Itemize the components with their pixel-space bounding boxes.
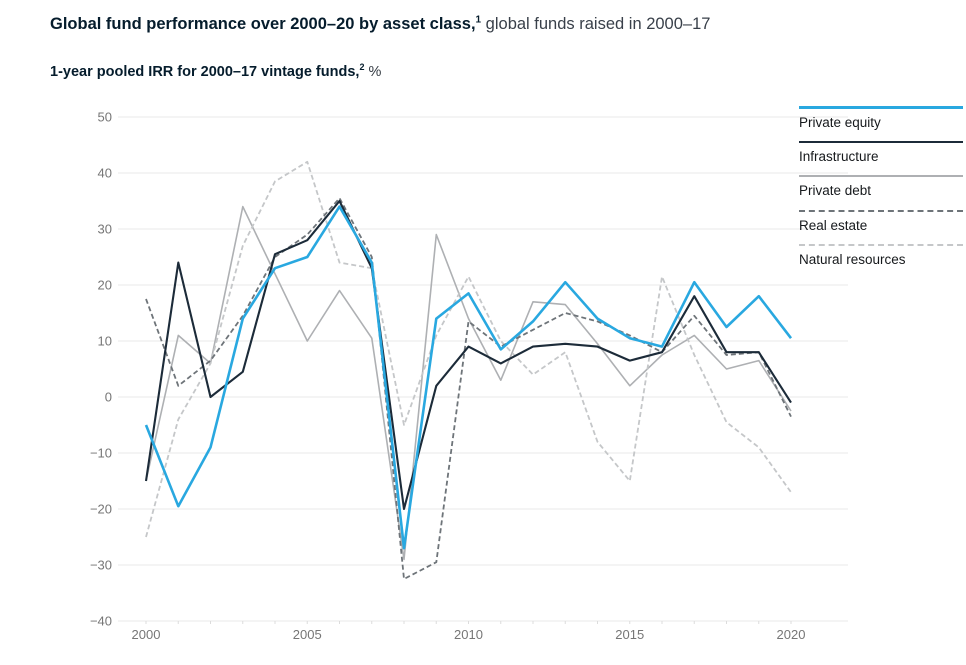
page-title: Global fund performance over 2000–20 by … — [50, 14, 940, 35]
y-tick-label: 40 — [98, 166, 112, 181]
legend-line-sample-real-estate — [799, 209, 963, 212]
legend-line-sample-private-debt — [799, 175, 963, 178]
y-tick-label: 10 — [98, 334, 112, 349]
legend-label: Infrastructure — [799, 149, 879, 165]
series-line-infrastructure — [144, 199, 792, 511]
legend-label: Real estate — [799, 217, 868, 233]
subtitle-bold: 1-year pooled IRR for 2000–17 vintage fu… — [50, 63, 360, 80]
title-footnote-marker: 1 — [475, 14, 482, 26]
legend-line-sample-private-equity — [799, 106, 963, 109]
subtitle-footnote-marker: 2 — [359, 62, 365, 72]
y-tick-label: −10 — [90, 446, 112, 461]
legend-line-sample-natural-resources — [799, 243, 963, 246]
x-tick-label: 2020 — [777, 627, 806, 642]
legend-item-private-equity: Private equity — [799, 106, 963, 132]
legend-item-real-estate: Real estate — [799, 209, 963, 235]
legend-item-natural-resources: Natural resources — [799, 243, 963, 269]
y-tick-label: 20 — [98, 278, 112, 293]
series-line-private-debt — [145, 205, 792, 561]
legend-label: Private debt — [799, 183, 872, 199]
legend-label: Private equity — [799, 115, 881, 130]
legend-label: Natural resources — [799, 251, 906, 267]
legend-item-infrastructure: Infrastructure — [799, 141, 963, 166]
y-tick-label: 50 — [98, 110, 112, 125]
y-tick-label: 30 — [98, 222, 112, 237]
x-tick-label: 2000 — [132, 627, 161, 642]
chart-subtitle: 1-year pooled IRR for 2000–17 vintage fu… — [50, 62, 750, 80]
legend-line-sample-infrastructure — [799, 141, 963, 144]
subtitle-unit: % — [364, 63, 382, 80]
series-line-natural-resources — [145, 160, 792, 538]
chart-legend: Private equity Infrastructure Private de… — [799, 106, 963, 278]
title-rest: global funds raised in 2000–17 — [481, 15, 711, 33]
legend-item-private-debt: Private debt — [799, 175, 963, 200]
series-line-real-estate — [145, 197, 792, 580]
x-tick-label: 2015 — [615, 627, 644, 642]
y-tick-label: 0 — [105, 390, 112, 405]
x-tick-label: 2010 — [454, 627, 483, 642]
series-line-private-equity — [144, 205, 793, 550]
title-bold: Global fund performance over 2000–20 by … — [50, 15, 476, 33]
y-tick-label: −40 — [90, 614, 112, 629]
x-tick-label: 2005 — [293, 627, 322, 642]
y-tick-label: −20 — [90, 502, 112, 517]
y-tick-label: −30 — [90, 558, 112, 573]
